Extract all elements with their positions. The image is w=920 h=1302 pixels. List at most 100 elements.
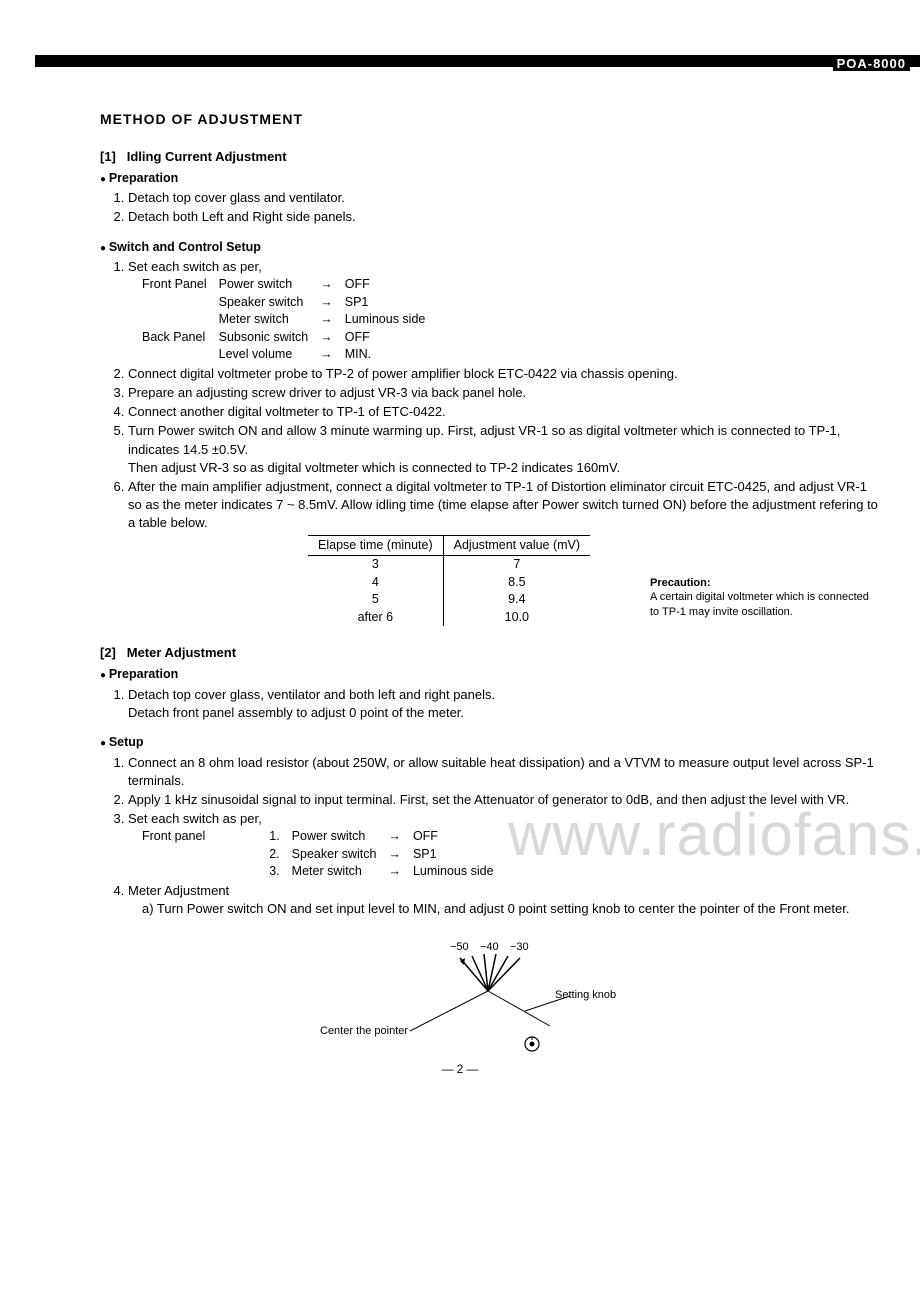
precaution-text: A certain digital voltmeter which is con… bbox=[650, 590, 870, 619]
s2-setup-list: Connect an 8 ohm load resistor (about 25… bbox=[114, 754, 880, 919]
panel-cell: Back Panel bbox=[142, 329, 219, 347]
step-text: Turn Power switch ON and allow 3 minute … bbox=[128, 423, 840, 456]
s1-preparation-head: Preparation bbox=[100, 170, 880, 188]
page-content: METHOD OF ADJUSTMENT [1] Idling Current … bbox=[0, 0, 920, 1096]
n-cell: 1. bbox=[269, 828, 291, 846]
dial-label: −40 bbox=[480, 941, 499, 953]
arrow-cell: → bbox=[388, 846, 413, 864]
table-row: Front panel 1.Power switch→OFF bbox=[142, 828, 506, 846]
panel-cell bbox=[142, 294, 219, 312]
text: Detach front panel assembly to adjust 0 … bbox=[128, 705, 464, 720]
td: 5 bbox=[308, 591, 443, 609]
step-text: Then adjust VR-3 so as digital voltmeter… bbox=[128, 460, 620, 475]
td: 8.5 bbox=[443, 574, 590, 592]
dial-right-label: Setting knob bbox=[555, 988, 616, 1003]
panel-cell: Front Panel bbox=[142, 276, 219, 294]
switch-intro: Set each switch as per, bbox=[128, 259, 262, 274]
dial-left-label: Center the pointer bbox=[320, 1024, 408, 1039]
table-row: after 610.0 bbox=[308, 609, 590, 627]
meter-adj-sub: a) Turn Power switch ON and set input le… bbox=[142, 900, 880, 918]
val-cell: Luminous side bbox=[345, 311, 438, 329]
td: after 6 bbox=[308, 609, 443, 627]
step-text: After the main amplifier adjustment, con… bbox=[128, 479, 878, 530]
name-cell: Subsonic switch bbox=[219, 329, 321, 347]
list-item: Apply 1 kHz sinusoidal signal to input t… bbox=[128, 791, 880, 809]
dial-label: −50 bbox=[450, 941, 469, 953]
table-row: Front PanelPower switch→OFF bbox=[142, 276, 437, 294]
meter-dial-diagram: −50 −40 −30 Center the pointer Setting k… bbox=[360, 936, 620, 1056]
arrow-cell: → bbox=[320, 276, 345, 294]
panel-cell: Front panel bbox=[142, 828, 217, 846]
list-item: Connect another digital voltmeter to TP-… bbox=[128, 403, 880, 421]
name-cell: Speaker switch bbox=[292, 846, 389, 864]
val-cell: Luminous side bbox=[413, 863, 506, 881]
val-cell: SP1 bbox=[345, 294, 438, 312]
val-cell: OFF bbox=[413, 828, 506, 846]
knob-icon bbox=[530, 1042, 535, 1047]
name-cell: Power switch bbox=[292, 828, 389, 846]
s1-switch-list: Set each switch as per, Front PanelPower… bbox=[114, 258, 880, 626]
setup-switch-table: Front panel 1.Power switch→OFF 2.Speaker … bbox=[142, 828, 506, 881]
table-row: 2.Speaker switch→SP1 bbox=[142, 846, 506, 864]
name-cell: Speaker switch bbox=[219, 294, 321, 312]
table-row: 48.5 bbox=[308, 574, 590, 592]
name-cell: Level volume bbox=[219, 346, 321, 364]
val-cell: MIN. bbox=[345, 346, 438, 364]
name-cell: Power switch bbox=[219, 276, 321, 294]
arrow-cell: → bbox=[320, 311, 345, 329]
th: Adjustment value (mV) bbox=[443, 535, 590, 556]
arrow-cell: → bbox=[320, 329, 345, 347]
list-item: Set each switch as per, Front panel 1.Pow… bbox=[128, 810, 880, 881]
list-item: Meter Adjustment a) Turn Power switch ON… bbox=[128, 882, 880, 918]
panel-cell bbox=[142, 311, 219, 329]
table-row: 37 bbox=[308, 556, 590, 574]
list-item: Prepare an adjusting screw driver to adj… bbox=[128, 384, 880, 402]
section-1-num: [1] bbox=[100, 149, 116, 164]
val-cell: OFF bbox=[345, 276, 438, 294]
table-row: Elapse time (minute)Adjustment value (mV… bbox=[308, 535, 590, 556]
table-row: Meter switch→Luminous side bbox=[142, 311, 437, 329]
arrow-cell: → bbox=[320, 294, 345, 312]
table-row: Speaker switch→SP1 bbox=[142, 294, 437, 312]
precaution-box: Precaution: A certain digital voltmeter … bbox=[650, 576, 870, 619]
s2-preparation-list: Detach top cover glass, ventilator and b… bbox=[114, 686, 880, 722]
list-item: Connect an 8 ohm load resistor (about 25… bbox=[128, 754, 880, 790]
s1-switch-head: Switch and Control Setup bbox=[100, 239, 880, 257]
table-row: 59.4 bbox=[308, 591, 590, 609]
td: 9.4 bbox=[443, 591, 590, 609]
list-item: Set each switch as per, Front PanelPower… bbox=[128, 258, 880, 364]
panel-cell bbox=[142, 346, 219, 364]
table-row: Level volume→MIN. bbox=[142, 346, 437, 364]
text: Detach top cover glass, ventilator and b… bbox=[128, 687, 495, 702]
section-2-title: Meter Adjustment bbox=[127, 645, 236, 660]
td: 7 bbox=[443, 556, 590, 574]
list-item: Detach top cover glass and ventilator. bbox=[128, 189, 880, 207]
arrow-cell: → bbox=[320, 346, 345, 364]
val-cell: OFF bbox=[345, 329, 438, 347]
n-cell: 3. bbox=[269, 863, 291, 881]
dial-label: −30 bbox=[510, 941, 529, 953]
name-cell: Meter switch bbox=[219, 311, 321, 329]
switch-table: Front PanelPower switch→OFF Speaker swit… bbox=[142, 276, 437, 364]
n-cell: 2. bbox=[269, 846, 291, 864]
list-item: Detach top cover glass, ventilator and b… bbox=[128, 686, 880, 722]
leader-line bbox=[410, 991, 488, 1031]
s2-setup-head: Setup bbox=[100, 734, 880, 752]
name-cell: Meter switch bbox=[292, 863, 389, 881]
page-title: METHOD OF ADJUSTMENT bbox=[100, 110, 880, 130]
leader-line bbox=[488, 991, 550, 1026]
list-item: Detach both Left and Right side panels. bbox=[128, 208, 880, 226]
table-row: 3.Meter switch→Luminous side bbox=[142, 863, 506, 881]
adjustment-table: Elapse time (minute)Adjustment value (mV… bbox=[308, 535, 590, 627]
text: Meter Adjustment bbox=[128, 883, 229, 898]
section-1-heading: [1] Idling Current Adjustment bbox=[100, 148, 880, 166]
s2-preparation-head: Preparation bbox=[100, 666, 880, 684]
td: 3 bbox=[308, 556, 443, 574]
list-item: Connect digital voltmeter probe to TP-2 … bbox=[128, 365, 880, 383]
val-cell: SP1 bbox=[413, 846, 506, 864]
td: 10.0 bbox=[443, 609, 590, 627]
precaution-title: Precaution: bbox=[650, 576, 870, 590]
arrow-cell: → bbox=[388, 828, 413, 846]
td: 4 bbox=[308, 574, 443, 592]
text: Set each switch as per, bbox=[128, 811, 262, 826]
